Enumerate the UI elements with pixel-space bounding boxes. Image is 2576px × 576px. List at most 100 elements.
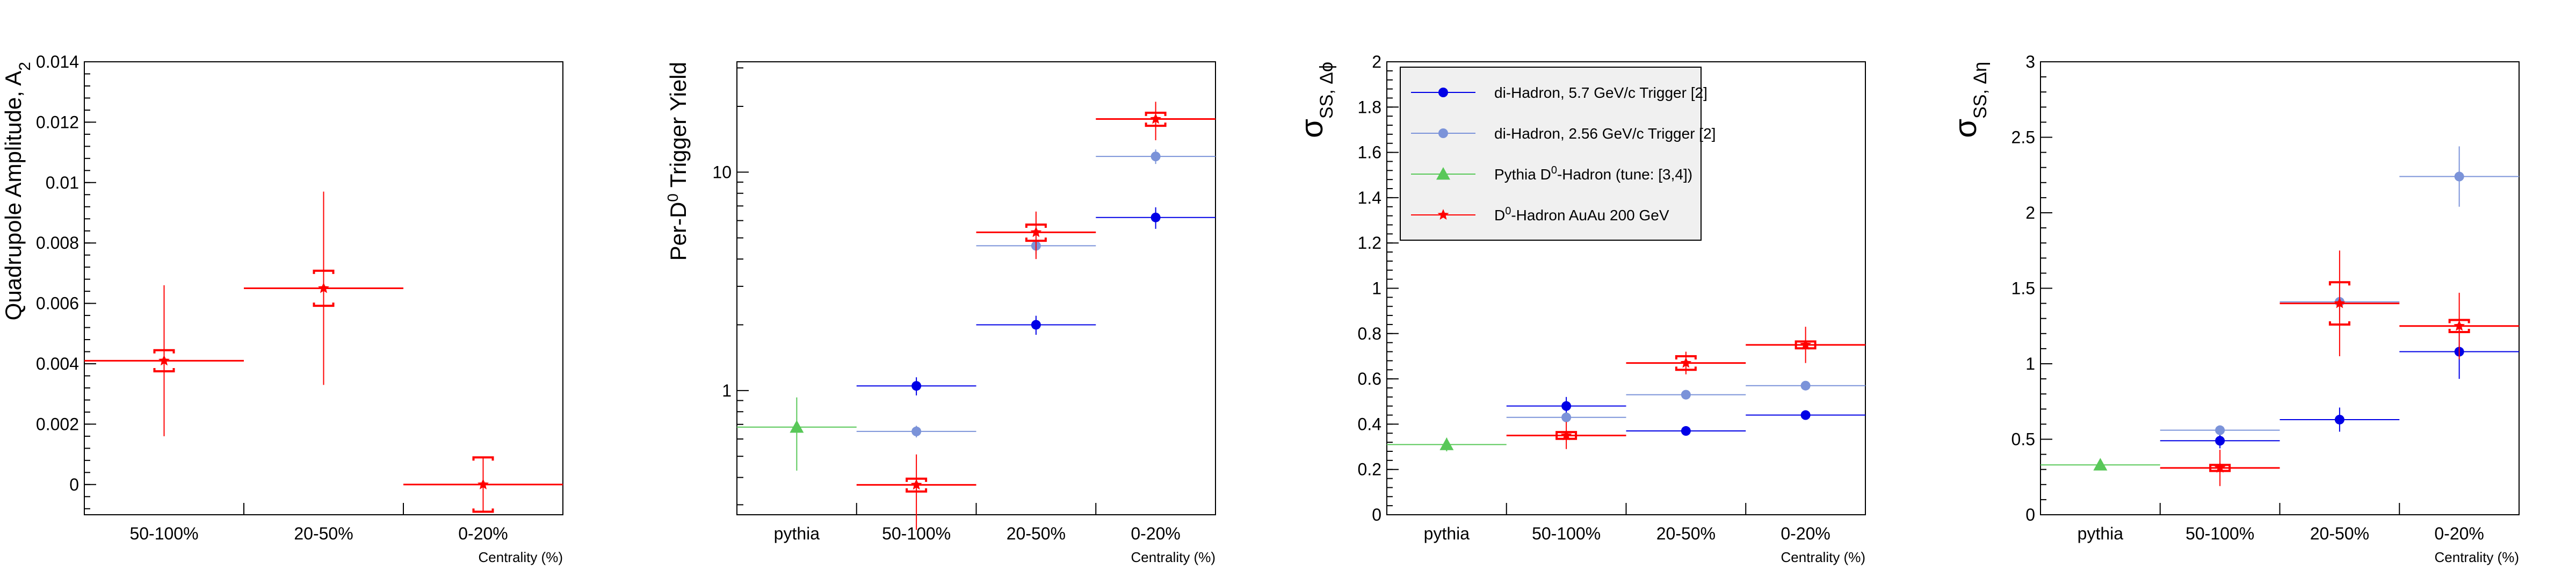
y-tick-label: 0.6 (1358, 369, 1381, 388)
y-tick-label: 1.4 (1358, 188, 1381, 207)
chart-panel-3: 0 0.2 0.4 0.6 0.8 1 1.2 1.4 1.6 1.8 2 pythia 50-100%… (1294, 52, 1866, 565)
data-point-d0_auau-1 (2334, 297, 2346, 308)
x-tick-label: 50-100% (1532, 524, 1601, 543)
data-point-d0_auau-2 (2454, 320, 2465, 331)
series-dihadron_57 (1506, 397, 1865, 436)
data-point-d0_auau-2 (1800, 339, 1812, 350)
sys-bracket-top (472, 456, 494, 461)
sys-bracket-bottom (313, 303, 335, 307)
sys-bracket-top (1025, 224, 1047, 228)
data-point-dihadron_256-2 (1150, 152, 1161, 162)
x-tick-label: 20-50% (1007, 524, 1066, 543)
series-pythia (737, 397, 857, 471)
sys-bracket-bottom (1675, 366, 1697, 371)
y-tick-label: 0.5 (2011, 430, 2035, 449)
y-axis-label: Per-D0 Trigger Yield (664, 62, 691, 261)
y-axis-label: σSS, Δη (1948, 62, 1991, 138)
y-tick-label: 3 (2025, 52, 2035, 71)
legend-label: Pythia D0-Hadron (tune: [3,4]) (1494, 164, 1692, 183)
chart-panel-4: 0 0.5 1 1.5 2 2.5 3 pythia 50-100% 20-50% 0-20% Cen… (1948, 52, 2520, 565)
x-tick-label: 20-50% (1656, 524, 1716, 543)
legend-label: D0-Hadron AuAu 200 GeV (1494, 205, 1669, 224)
plot-frame (2040, 61, 2520, 515)
sys-bracket-bottom (2448, 328, 2470, 333)
y-tick-label: 0.002 (36, 414, 79, 434)
sys-bracket-top (2328, 281, 2350, 286)
sys-bracket-bottom (1555, 435, 1578, 440)
data-point-dihadron_256-1 (1681, 390, 1691, 400)
data-point-dihadron_57-2 (1800, 410, 1811, 420)
x-tick-label: pythia (2078, 524, 2124, 543)
y-tick-label: 1 (2025, 354, 2035, 373)
legend-box (1400, 67, 1702, 241)
y-tick-label: 0.008 (36, 233, 79, 253)
y-tick-label: 0.012 (36, 112, 79, 132)
chart-panel-1: 0 0.002 0.004 0.006 0.008 0.01 0.012 0.014 50-10… (1, 52, 563, 565)
y-tick-label: 0 (1372, 505, 1381, 524)
series-pythia (1387, 437, 1507, 451)
x-tick-label: pythia (774, 524, 820, 543)
y-axis-label: σSS, Δϕ (1294, 62, 1337, 138)
x-tick-label: 20-50% (2310, 524, 2369, 543)
x-axis-label: Centrality (%) (1781, 549, 1865, 565)
series-d0_auau (1506, 327, 1865, 449)
legend-marker (1438, 88, 1448, 97)
x-tick-label: pythia (1424, 524, 1470, 543)
x-axis-label: Centrality (%) (1131, 549, 1215, 565)
series-d0_auau (2160, 250, 2519, 486)
x-tick-label: 0-20% (2434, 524, 2484, 543)
data-point-dihadron_256-0 (1561, 412, 1572, 422)
y-tick-label: 1 (722, 381, 732, 400)
data-point-dihadron_57-2 (1150, 212, 1161, 222)
y-tick-label: 0.006 (36, 294, 79, 313)
data-point-d0_auau-0 (1560, 429, 1572, 441)
sys-bracket-bottom (153, 368, 175, 373)
data-point-pythia-0 (2093, 458, 2108, 471)
x-tick-label: 50-100% (129, 524, 198, 543)
y-tick-label: 2.5 (2011, 128, 2035, 147)
y-tick-label: 1 (1372, 279, 1381, 298)
y-tick-label: 2 (1372, 52, 1381, 71)
x-tick-label: 20-50% (294, 524, 353, 543)
legend-marker (1438, 128, 1448, 138)
y-tick-label: 0.01 (46, 173, 79, 192)
sys-bracket-bottom (1794, 345, 1817, 350)
y-tick-label: 0.004 (36, 354, 79, 373)
data-point-d0_auau-0 (2214, 462, 2226, 473)
legend-label: di-Hadron, 5.7 GeV/c Trigger [2] (1494, 84, 1707, 101)
series-dihadron_256 (1506, 380, 1865, 422)
sys-bracket-bottom (472, 508, 494, 513)
data-point-dihadron_57-0 (2215, 436, 2225, 446)
data-point-dihadron_256-0 (2215, 425, 2225, 435)
sys-bracket-bottom (906, 488, 928, 493)
legend-marker (1436, 167, 1450, 180)
data-point-dihadron_57-0 (1561, 401, 1572, 411)
data-point-pythia-0 (1439, 437, 1454, 450)
x-axis-label: Centrality (%) (479, 549, 563, 565)
series-dihadron_57 (856, 207, 1215, 395)
data-point-d0_auau-1 (1030, 226, 1042, 237)
data-point-dihadron_256-0 (911, 426, 922, 436)
series-d0_auau (856, 102, 1215, 530)
data-point-d0_auau-1 (318, 282, 329, 293)
x-tick-label: 50-100% (2186, 524, 2254, 543)
y-tick-label: 0.014 (36, 52, 79, 71)
series-pythia (2040, 458, 2160, 471)
sys-bracket-top (313, 269, 335, 274)
y-axis-label: Quadrupole Amplitude, A2 (1, 62, 34, 320)
sys-bracket-top (1145, 111, 1167, 116)
x-tick-label: 0-20% (1781, 524, 1830, 543)
y-tick-label: 1.8 (1358, 97, 1381, 117)
sys-bracket-bottom (2209, 467, 2231, 472)
y-tick-label: 0.8 (1358, 324, 1381, 343)
sys-bracket-top (2448, 319, 2470, 323)
data-point-pythia-0 (790, 420, 804, 433)
data-point-d0_auau-2 (1150, 113, 1162, 124)
legend: di-Hadron, 5.7 GeV/c Trigger [2] di-Hadro… (1400, 67, 1716, 241)
x-axis-label: Centrality (%) (2435, 549, 2519, 565)
y-tick-label: 1.2 (1358, 233, 1381, 253)
data-point-dihadron_256-2 (2454, 171, 2464, 182)
legend-label: di-Hadron, 2.56 GeV/c Trigger [2] (1494, 125, 1716, 142)
